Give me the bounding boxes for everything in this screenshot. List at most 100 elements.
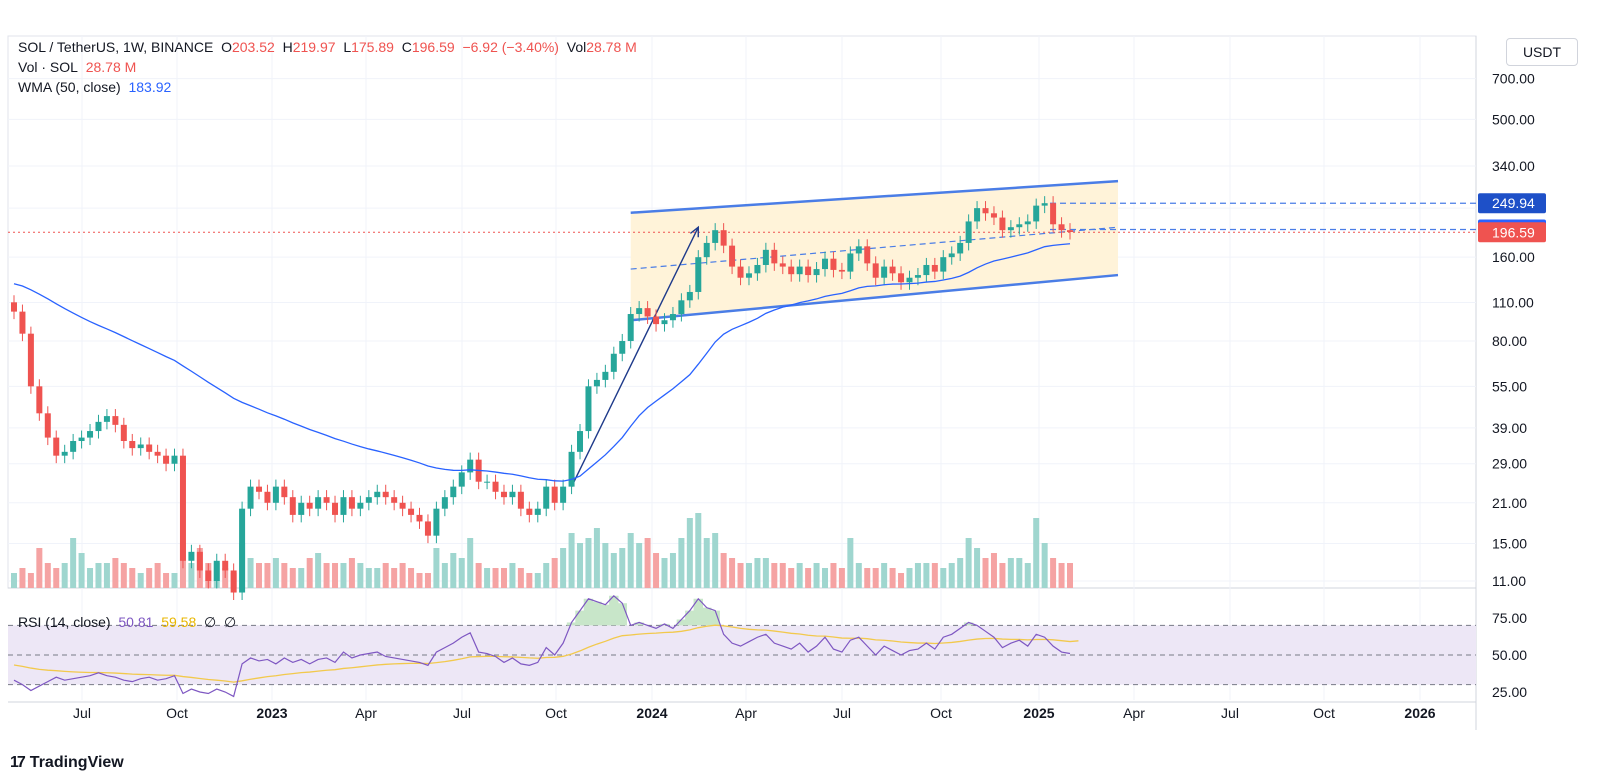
volume-bar: [610, 553, 617, 588]
volume-bar: [636, 543, 643, 588]
volume-bar: [1041, 543, 1048, 588]
volume-bar: [399, 563, 406, 588]
time-tick-label: Jul: [453, 705, 471, 721]
low-value: 175.89: [351, 39, 394, 55]
volume-bar: [146, 568, 153, 588]
symbol-title[interactable]: SOL / TetherUS, 1W, BINANCE: [18, 39, 214, 55]
candle-body: [788, 266, 795, 275]
candle-body: [636, 308, 643, 315]
high-value: 219.97: [292, 39, 336, 55]
volume-bar: [306, 558, 313, 588]
volume-bar: [729, 558, 736, 588]
tradingview-logo-icon: 17: [10, 754, 26, 771]
candle-body: [239, 508, 246, 593]
time-tick-label: Apr: [355, 705, 377, 721]
candle-body: [382, 491, 389, 498]
volume-bar: [990, 553, 997, 588]
candle-body: [745, 273, 752, 278]
volume-bar: [163, 573, 170, 588]
candle-body: [661, 320, 668, 325]
volume-bar: [357, 563, 364, 588]
time-tick-label: Apr: [1123, 705, 1145, 721]
trend-arrow-head: [689, 225, 699, 238]
volume-bar: [686, 518, 693, 588]
candle-body: [230, 570, 237, 593]
candle-body: [602, 371, 609, 380]
volume-bar: [382, 563, 389, 588]
volume-bar: [847, 538, 854, 588]
time-tick-label: 2024: [636, 705, 667, 721]
volume-bar: [61, 563, 68, 588]
volume-bar: [517, 568, 524, 588]
candle-body: [855, 246, 862, 254]
time-tick-label: Oct: [930, 705, 952, 721]
candle-body: [391, 497, 398, 503]
candle-body: [1050, 203, 1057, 225]
volume-bar: [974, 548, 981, 588]
candle-body: [95, 421, 102, 432]
tradingview-brand[interactable]: 17 TradingView: [10, 754, 124, 772]
candle-body: [450, 486, 457, 498]
volume-bar: [779, 563, 786, 588]
rsi-tick-label: 50.00: [1492, 647, 1527, 663]
channel-lower-line: [630, 273, 1119, 322]
open-value: 203.52: [231, 39, 275, 55]
candle-body: [889, 266, 896, 274]
candle-body: [374, 491, 381, 498]
volume-bar: [433, 548, 440, 588]
brand-name: TradingView: [29, 754, 124, 771]
volume-bar: [593, 528, 600, 588]
time-tick-label: Oct: [545, 705, 567, 721]
candle-body: [87, 431, 94, 438]
price-axis-label: 249.94: [1492, 195, 1535, 211]
volume-bar: [1016, 558, 1023, 588]
volume-bar: [289, 568, 296, 588]
rsi-legend: RSI (14, close) 50.81 59.58 ∅ ∅: [18, 614, 236, 631]
volume-bar: [255, 563, 262, 588]
vol-value: 28.78 M: [586, 39, 637, 55]
volume-label[interactable]: Vol · SOL: [18, 59, 78, 75]
candle-body: [653, 316, 660, 325]
candle-body: [154, 451, 161, 456]
rsi-label[interactable]: RSI (14, close): [18, 614, 111, 630]
candle-body: [44, 413, 51, 438]
candle-body: [1033, 205, 1040, 222]
currency-selector[interactable]: USDT: [1506, 38, 1578, 66]
wma-label[interactable]: WMA (50, close): [18, 79, 121, 95]
candle-body: [610, 353, 617, 372]
candle-body: [568, 451, 575, 487]
candle-body: [112, 416, 119, 425]
volume-bar: [678, 538, 685, 588]
candle-body: [990, 213, 997, 218]
candle-body: [120, 424, 127, 442]
empty-set-icon: ∅: [204, 614, 217, 630]
volume-bar: [838, 568, 845, 588]
volume-bar: [36, 548, 43, 588]
volume-bar: [720, 553, 727, 588]
candle-body: [754, 264, 761, 274]
volume-bar: [914, 563, 921, 588]
volume-bar: [712, 533, 719, 588]
candle-body: [534, 508, 541, 515]
volume-bar: [44, 563, 51, 588]
volume-bar: [822, 568, 829, 588]
candle-body: [264, 491, 271, 503]
channel-mid-line: [630, 226, 1119, 270]
volume-bar: [416, 573, 423, 588]
volume-bar: [281, 563, 288, 588]
candle-body: [61, 451, 68, 456]
candle-body: [974, 208, 981, 222]
volume-bar: [889, 568, 896, 588]
volume-bar: [1058, 563, 1065, 588]
candle-body: [720, 230, 727, 246]
candle-body: [779, 263, 786, 267]
volume-bar: [898, 573, 905, 588]
volume-bar: [644, 538, 651, 588]
candle-body: [864, 246, 871, 264]
candle-body: [408, 508, 415, 515]
volume-bar: [348, 558, 355, 588]
candle-body: [872, 263, 879, 278]
volume-bar: [1024, 563, 1031, 588]
volume-bar: [745, 563, 752, 588]
